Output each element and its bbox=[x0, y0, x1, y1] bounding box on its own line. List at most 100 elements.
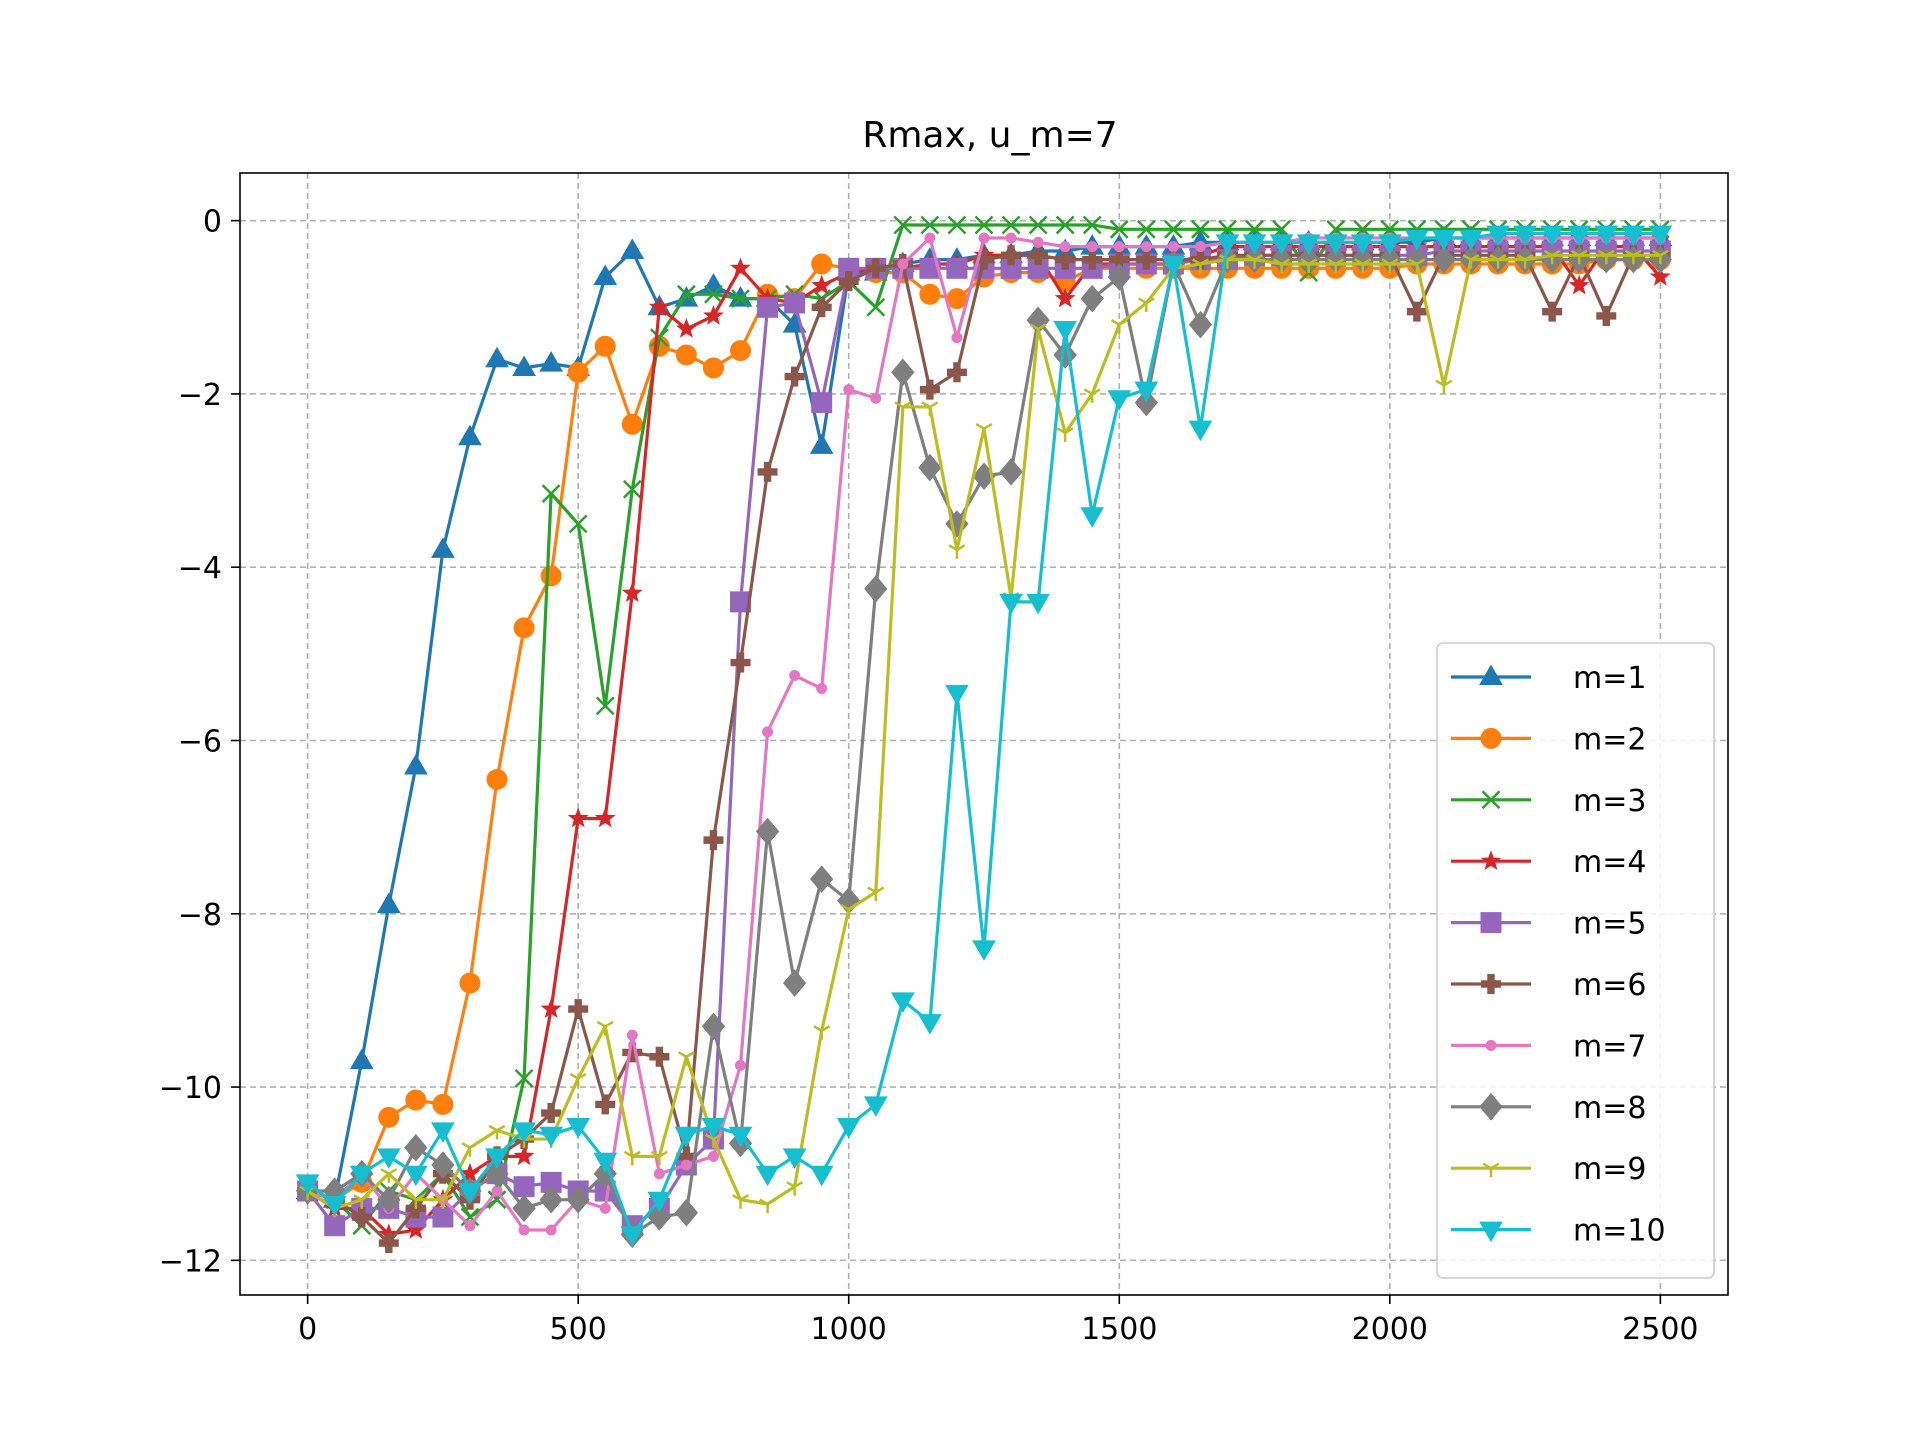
data-point bbox=[1140, 241, 1152, 253]
data-point bbox=[890, 992, 915, 1013]
data-point bbox=[816, 683, 828, 695]
legend-entry: m=3 bbox=[1451, 784, 1646, 819]
data-point bbox=[620, 1226, 645, 1247]
data-point bbox=[621, 413, 643, 435]
legend-label: m=8 bbox=[1573, 1091, 1646, 1126]
data-point bbox=[674, 1126, 699, 1148]
data-point bbox=[594, 807, 616, 828]
data-point bbox=[459, 972, 481, 994]
data-point bbox=[567, 361, 589, 383]
x-tick-label: 2500 bbox=[1622, 1312, 1698, 1347]
legend-entry: m=2 bbox=[1451, 722, 1646, 757]
data-point bbox=[786, 1181, 804, 1196]
data-point bbox=[1110, 319, 1128, 334]
data-point bbox=[811, 274, 833, 295]
data-point bbox=[863, 1096, 888, 1117]
y-tick-label: −12 bbox=[159, 1244, 222, 1279]
data-point bbox=[380, 1168, 398, 1183]
series-m=9 bbox=[299, 249, 1669, 1218]
data-point bbox=[810, 865, 834, 893]
data-point bbox=[865, 258, 886, 279]
data-point bbox=[1624, 249, 1642, 265]
data-point bbox=[975, 423, 993, 438]
data-point bbox=[947, 215, 967, 235]
legend-entry: m=5 bbox=[1451, 907, 1646, 942]
data-point bbox=[593, 1152, 618, 1174]
data-point bbox=[676, 1146, 697, 1167]
data-point bbox=[432, 1093, 454, 1115]
data-point bbox=[674, 1198, 699, 1227]
data-point bbox=[403, 753, 428, 775]
data-point bbox=[755, 817, 780, 846]
data-point bbox=[1083, 388, 1101, 403]
data-point bbox=[431, 1122, 455, 1143]
data-point bbox=[1621, 225, 1646, 247]
data-point bbox=[676, 318, 697, 338]
data-point bbox=[295, 1174, 320, 1195]
data-point bbox=[1350, 234, 1375, 255]
legend-label: m=4 bbox=[1573, 845, 1646, 880]
data-point bbox=[404, 1133, 428, 1162]
data-point bbox=[809, 433, 834, 454]
x-tick-label: 1000 bbox=[811, 1312, 887, 1347]
data-point bbox=[919, 283, 941, 305]
data-point bbox=[840, 903, 858, 919]
plot-frame bbox=[239, 172, 1729, 1296]
data-point bbox=[784, 292, 806, 314]
data-point bbox=[513, 1176, 535, 1198]
data-point bbox=[919, 257, 941, 279]
data-point bbox=[789, 670, 801, 682]
data-point bbox=[434, 1194, 452, 1209]
data-point bbox=[488, 1124, 506, 1140]
data-point bbox=[870, 392, 882, 404]
data-point bbox=[811, 253, 833, 275]
legend-label: m=3 bbox=[1573, 784, 1646, 819]
legend-label: m=6 bbox=[1573, 968, 1646, 1003]
data-point bbox=[541, 484, 561, 503]
data-point bbox=[596, 1020, 614, 1036]
data-point bbox=[836, 1118, 861, 1139]
data-point bbox=[1381, 258, 1399, 273]
y-tick-label: −4 bbox=[178, 551, 222, 586]
legend-label: m=2 bbox=[1573, 722, 1646, 757]
data-point bbox=[623, 1150, 641, 1166]
data-point bbox=[757, 461, 778, 482]
data-point bbox=[1570, 249, 1588, 265]
data-point bbox=[813, 1025, 831, 1040]
data-point bbox=[1134, 388, 1158, 417]
data-point bbox=[1029, 323, 1047, 338]
data-point bbox=[512, 355, 536, 376]
data-point bbox=[1054, 287, 1076, 308]
data-point bbox=[1269, 234, 1294, 255]
data-point bbox=[593, 264, 618, 285]
data-point bbox=[946, 288, 968, 310]
y-tick-label: 0 bbox=[203, 205, 222, 240]
data-point bbox=[485, 1148, 509, 1169]
data-point bbox=[1377, 234, 1402, 255]
data-point bbox=[1026, 593, 1050, 615]
data-point bbox=[757, 296, 779, 318]
legend-label: m=5 bbox=[1573, 907, 1646, 942]
data-point bbox=[487, 1190, 507, 1210]
data-point bbox=[978, 232, 990, 244]
data-point bbox=[1354, 258, 1372, 273]
data-point bbox=[351, 1207, 372, 1228]
data-point bbox=[893, 215, 913, 235]
data-point bbox=[1543, 249, 1561, 265]
data-point bbox=[951, 332, 963, 344]
data-point bbox=[376, 892, 401, 914]
data-point bbox=[485, 1159, 509, 1188]
data-point bbox=[460, 1207, 480, 1227]
data-point bbox=[921, 401, 939, 416]
data-point bbox=[648, 296, 670, 317]
data-point bbox=[811, 392, 833, 414]
data-point bbox=[1001, 215, 1021, 235]
data-point bbox=[349, 1048, 374, 1070]
data-point bbox=[1005, 232, 1017, 244]
data-point bbox=[626, 1029, 638, 1041]
legend-marker bbox=[1481, 790, 1501, 810]
data-point bbox=[843, 384, 855, 396]
data-point bbox=[894, 401, 912, 416]
data-point bbox=[730, 340, 752, 362]
